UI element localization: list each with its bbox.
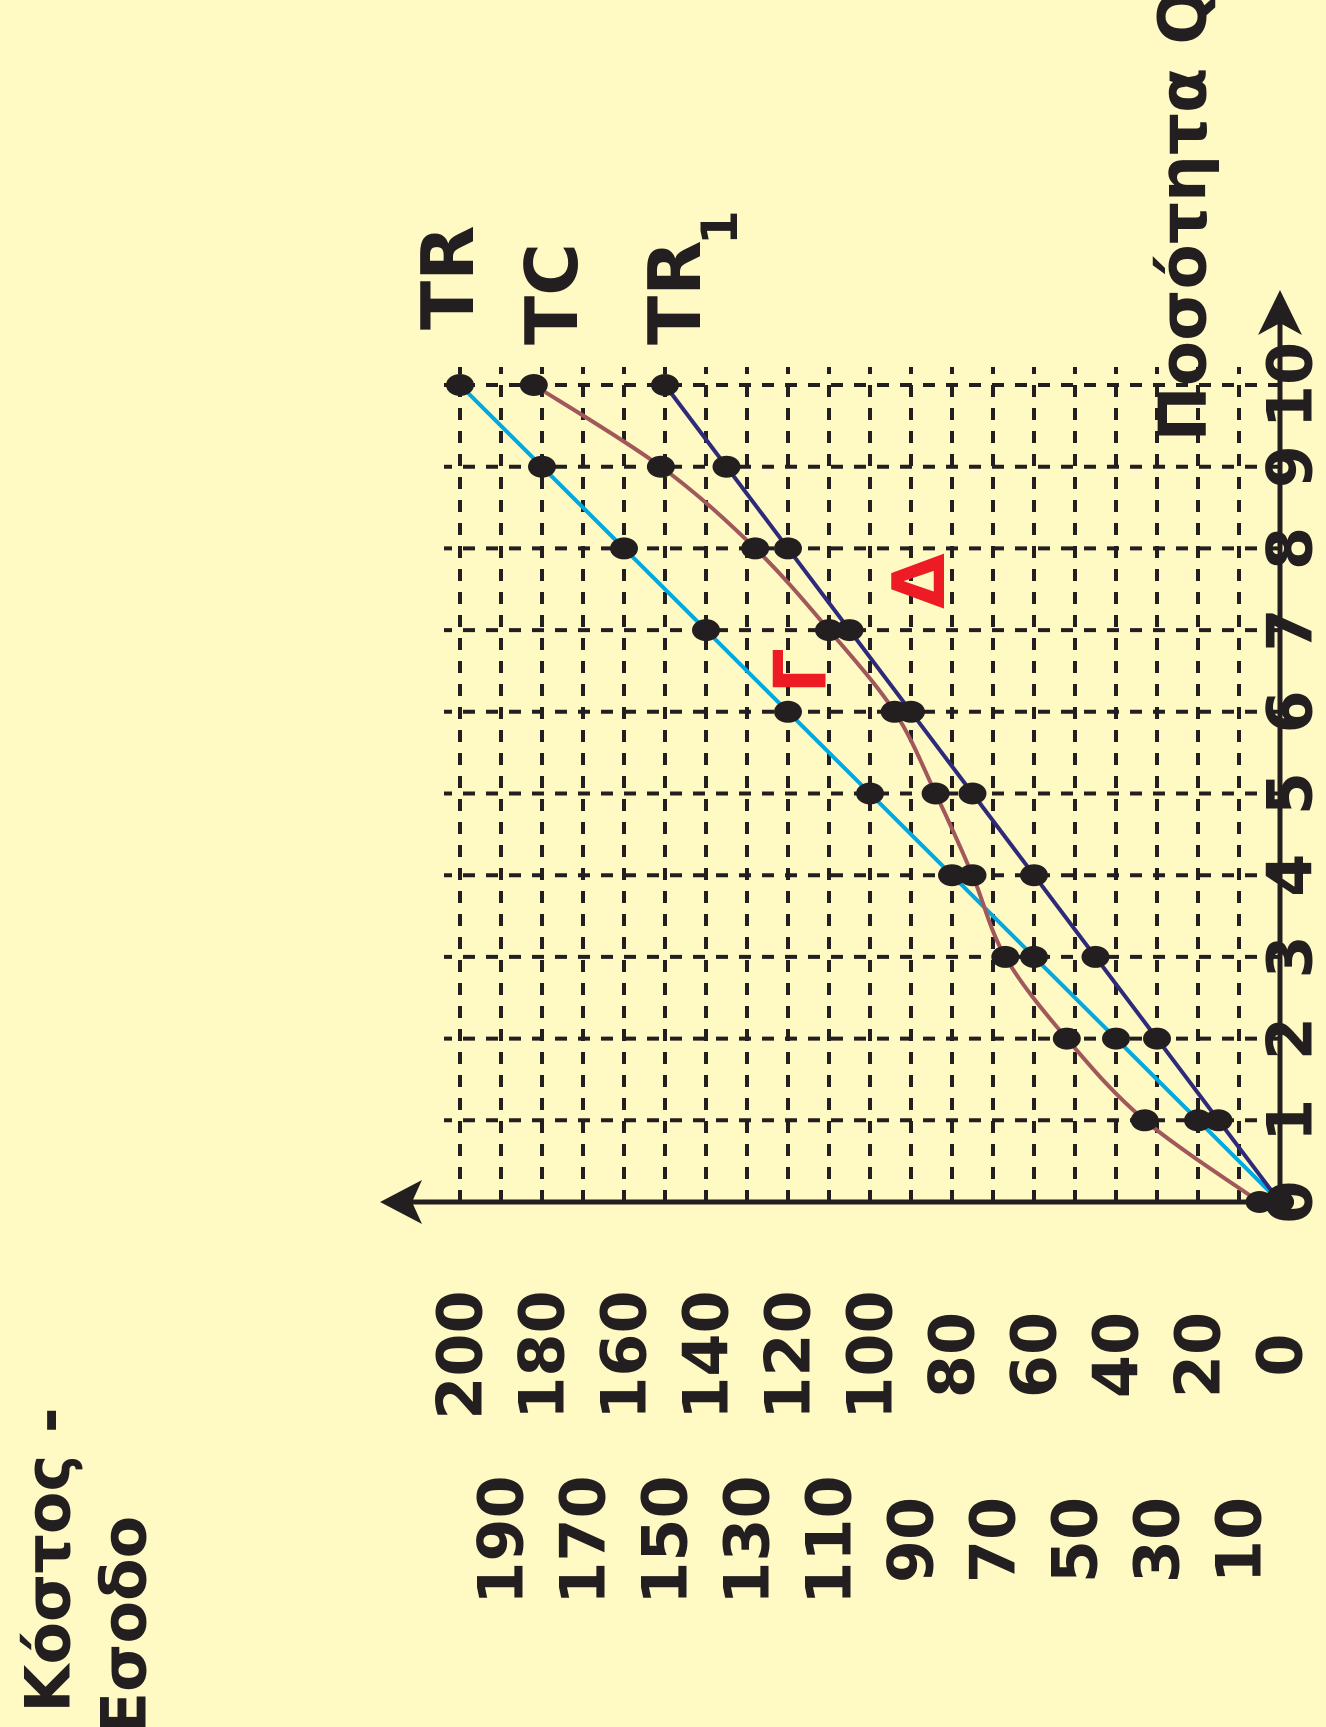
value-tick-label: 0: [1244, 1333, 1317, 1376]
value-tick-label: 140: [670, 1290, 743, 1419]
data-point: [446, 374, 474, 396]
value-tick-label: 100: [834, 1290, 907, 1419]
data-point: [1143, 1027, 1171, 1050]
value-tick-label: 90: [875, 1497, 948, 1583]
value-tick-label: 10: [1203, 1497, 1276, 1583]
value-tick-label: 40: [1080, 1312, 1153, 1398]
value-tick-label: 30: [1121, 1497, 1194, 1583]
series-label-tr1: TR: [633, 240, 717, 345]
data-point: [692, 619, 720, 642]
data-point: [1184, 1109, 1212, 1132]
data-point: [835, 619, 864, 642]
q-axis-arrow: [1258, 290, 1302, 335]
data-point: [741, 537, 770, 560]
data-point: [1020, 864, 1048, 887]
value-tick-label: 150: [629, 1475, 702, 1604]
data-point: [938, 864, 966, 887]
data-point: [519, 374, 548, 396]
q-tick-label: 7: [1254, 609, 1326, 652]
value-tick-label: 200: [424, 1290, 497, 1419]
data-point: [712, 455, 741, 478]
value-tick-label: 190: [465, 1475, 538, 1604]
value-tick-label: 80: [916, 1312, 989, 1398]
value-axis-title-line1: Κόστος -: [12, 1407, 85, 1712]
value-tick-label: 160: [588, 1290, 661, 1419]
data-point: [897, 700, 925, 723]
data-point: [646, 455, 675, 478]
q-tick-label: 2: [1254, 1017, 1326, 1060]
data-point: [1081, 945, 1110, 968]
data-point: [651, 374, 679, 396]
value-tick-label: 70: [957, 1497, 1030, 1583]
data-point: [958, 864, 987, 887]
data-point: [815, 619, 843, 642]
data-point: [1102, 1027, 1130, 1050]
data-point: [991, 945, 1020, 968]
value-tick-label: 20: [1162, 1312, 1235, 1398]
value-axis-title-line2: Έσοδο: [88, 1516, 161, 1727]
labels-layer: 0123456789100204060801001201401601802001…: [12, 0, 1326, 1727]
data-point: [856, 782, 884, 805]
q-tick-label: 1: [1254, 1099, 1326, 1142]
data-point: [1020, 945, 1048, 968]
data-point: [774, 537, 802, 560]
q-tick-label: 8: [1254, 527, 1326, 570]
annotation-label: Δ: [877, 553, 961, 609]
data-point: [1245, 1191, 1274, 1213]
value-tick-label: 130: [711, 1475, 784, 1604]
axes: [380, 290, 1302, 1224]
value-axis-arrow: [380, 1180, 422, 1224]
data-point: [958, 782, 987, 805]
series-label-tr1-subscript: 1: [691, 210, 749, 245]
data-point: [610, 537, 638, 560]
q-tick-label: 0: [1254, 1180, 1326, 1223]
value-tick-label: 110: [793, 1475, 866, 1604]
points-layer: [446, 374, 1294, 1213]
value-tick-label: 170: [547, 1475, 620, 1604]
annotation-label: Γ: [758, 648, 842, 694]
data-point: [528, 455, 556, 478]
value-tick-label: 180: [506, 1290, 579, 1419]
data-point: [921, 782, 950, 805]
q-tick-label: 3: [1254, 935, 1326, 978]
data-point: [1130, 1109, 1159, 1132]
series-label-tr: TR: [406, 225, 490, 330]
series-line: [532, 383, 1261, 1204]
q-tick-label: 10: [1254, 342, 1326, 428]
data-point: [1204, 1109, 1233, 1132]
series-label-tc: TC: [510, 243, 594, 345]
q-tick-label: 4: [1254, 854, 1326, 897]
value-tick-label: 120: [752, 1290, 825, 1419]
value-tick-label: 50: [1039, 1497, 1112, 1583]
data-point: [774, 700, 802, 723]
data-point: [1266, 1191, 1294, 1213]
q-tick-label: 9: [1254, 445, 1326, 488]
q-tick-label: 6: [1254, 690, 1326, 733]
data-point: [1052, 1027, 1081, 1050]
value-tick-label: 60: [998, 1312, 1071, 1398]
q-tick-label: 5: [1254, 772, 1326, 815]
q-axis-title: Ποσότητα Q: [1145, 0, 1222, 441]
